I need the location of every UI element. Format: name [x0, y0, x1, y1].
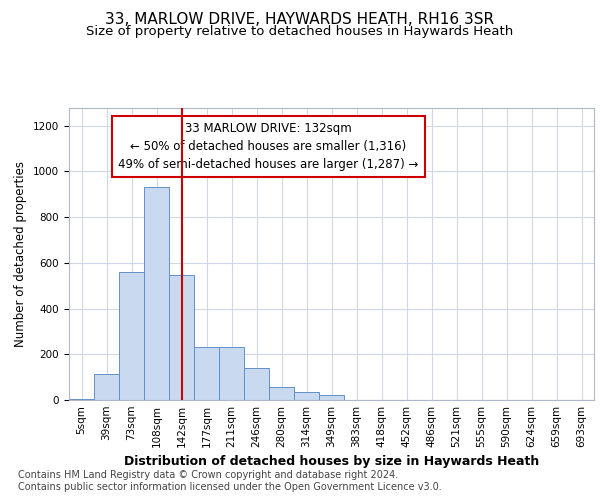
- Bar: [144, 188, 169, 400]
- Bar: [94, 374, 119, 400]
- Bar: [194, 347, 219, 400]
- Bar: [244, 368, 269, 400]
- Text: 33, MARLOW DRIVE, HAYWARDS HEATH, RH16 3SR: 33, MARLOW DRIVE, HAYWARDS HEATH, RH16 3…: [106, 12, 494, 28]
- Bar: [269, 386, 294, 400]
- Bar: [169, 275, 194, 400]
- Bar: [294, 392, 319, 400]
- Text: Size of property relative to detached houses in Haywards Heath: Size of property relative to detached ho…: [86, 25, 514, 38]
- Bar: [319, 396, 344, 400]
- X-axis label: Distribution of detached houses by size in Haywards Heath: Distribution of detached houses by size …: [124, 456, 539, 468]
- Bar: [219, 347, 244, 400]
- Text: 33 MARLOW DRIVE: 132sqm
← 50% of detached houses are smaller (1,316)
49% of semi: 33 MARLOW DRIVE: 132sqm ← 50% of detache…: [118, 122, 419, 171]
- Text: Contains HM Land Registry data © Crown copyright and database right 2024.
Contai: Contains HM Land Registry data © Crown c…: [18, 470, 442, 492]
- Bar: [119, 272, 144, 400]
- Y-axis label: Number of detached properties: Number of detached properties: [14, 161, 28, 347]
- Bar: [69, 399, 94, 400]
